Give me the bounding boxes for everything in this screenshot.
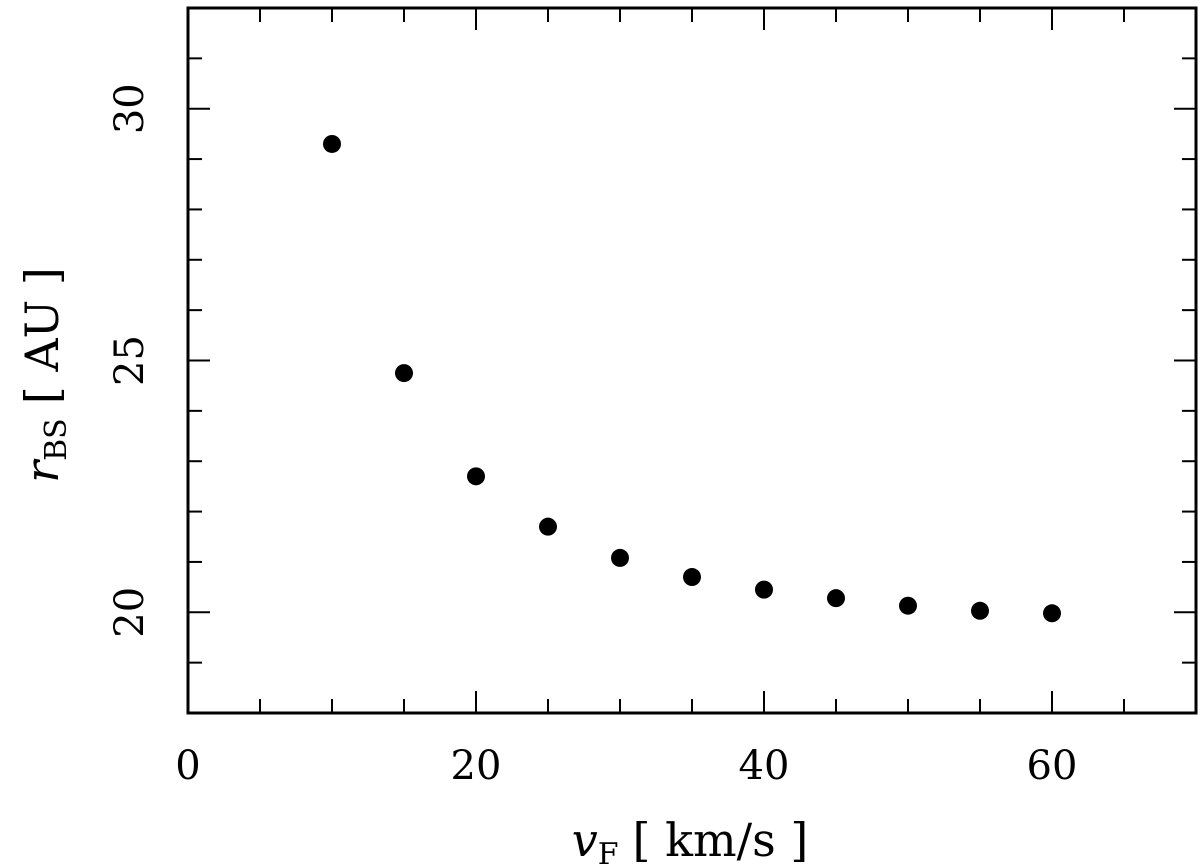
data-point [827,589,845,608]
x-axis-unit: [ km/s ] [633,813,809,866]
data-point [899,596,917,615]
x-tick-label: 0 [175,743,200,789]
data-point [539,517,557,536]
x-axis-subscript: F [598,837,619,866]
y-axis-subscript: BS [39,418,74,461]
plot-frame [186,6,1198,715]
y-axis-symbol: r [15,458,69,483]
data-point [467,467,485,486]
x-axis-label: vF [ km/s ] [572,813,809,866]
y-axis-label: rBS [ AU ] [15,267,74,483]
data-point [611,548,629,567]
x-tick-label: 40 [739,743,790,789]
data-points [323,134,1061,623]
y-axis-unit: [ AU ] [15,267,69,404]
y-tick-label: 30 [107,83,153,134]
x-tick-labels: 0 20 40 60 [175,743,1077,789]
data-point [323,134,341,153]
axis-ticks [187,7,1197,714]
data-point [683,568,701,587]
y-tick-label: 20 [107,587,153,638]
y-tick-labels: 20 25 30 [107,83,153,637]
data-point [755,580,773,599]
data-point [395,364,413,383]
x-axis-symbol: v [572,813,598,866]
data-point [971,601,989,620]
x-tick-label: 60 [1027,743,1078,789]
data-point [1043,604,1061,623]
x-tick-label: 20 [451,743,502,789]
y-tick-label: 25 [107,335,153,386]
